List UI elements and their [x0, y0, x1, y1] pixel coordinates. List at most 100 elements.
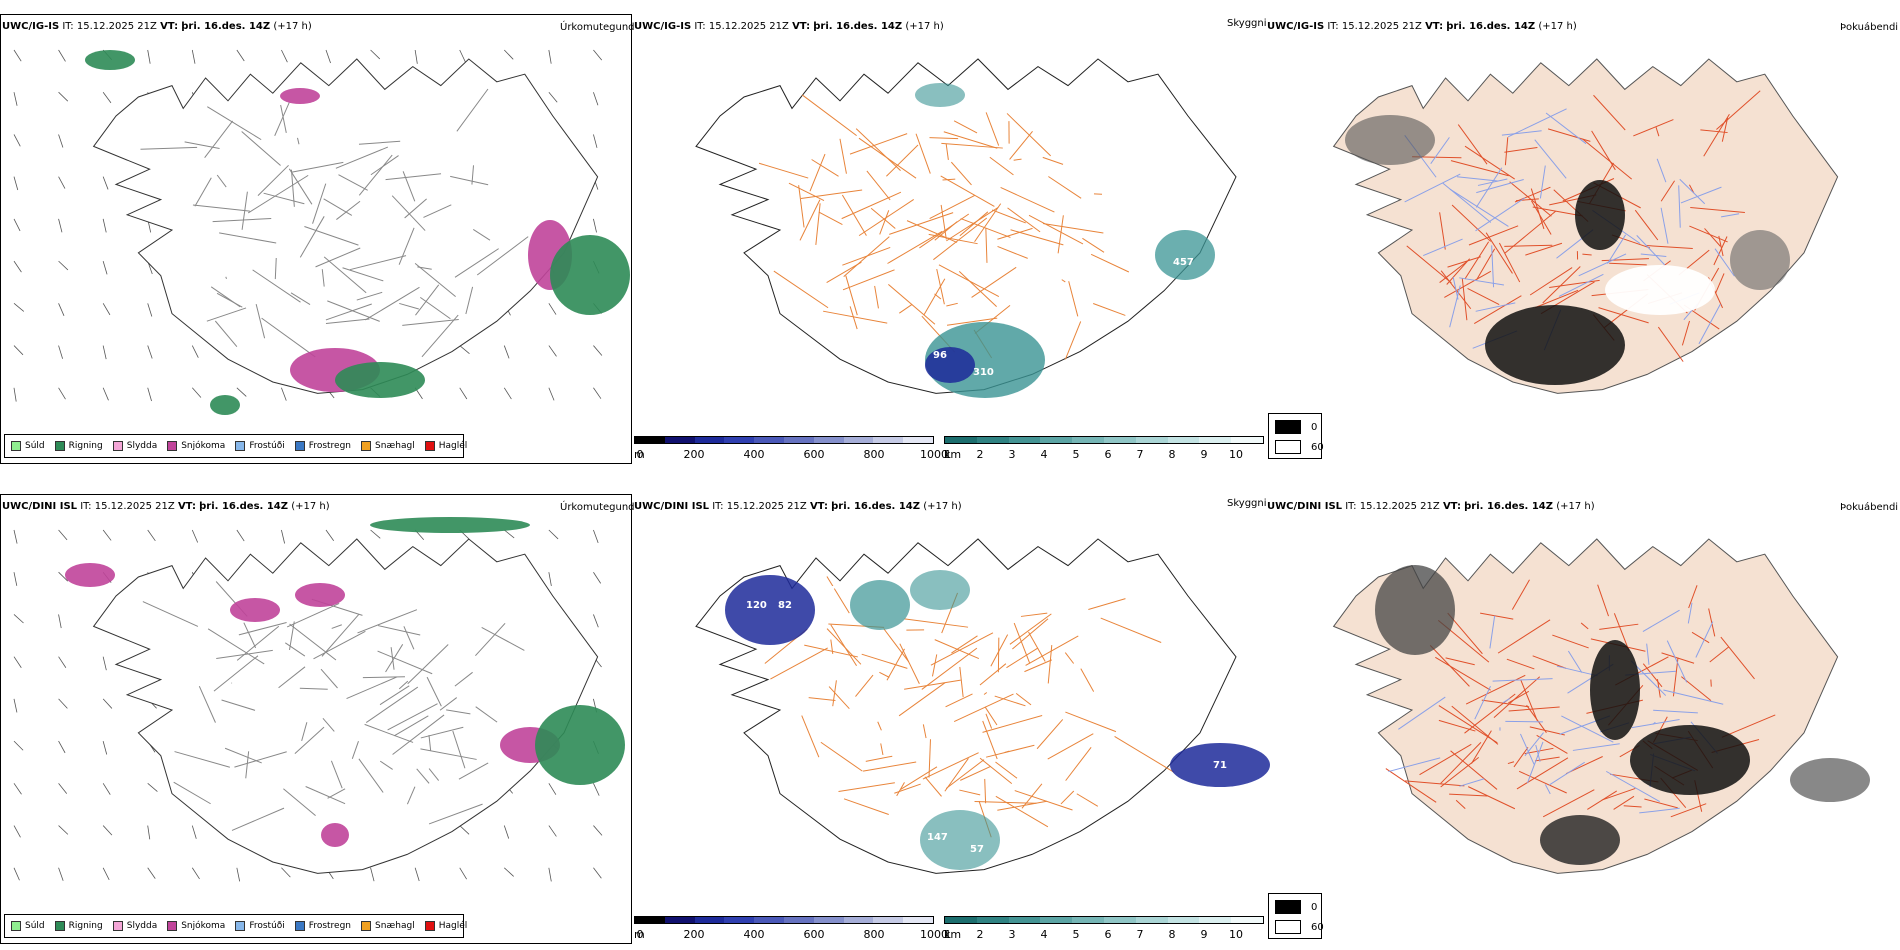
- road-line: [1474, 295, 1522, 325]
- road-line: [1688, 184, 1695, 194]
- road-line: [938, 264, 1000, 298]
- road-line: [979, 663, 1007, 686]
- road-line: [951, 635, 978, 654]
- fog-legend: 0 60: [1268, 893, 1324, 939]
- road-line: [1678, 249, 1710, 276]
- road-line: [934, 221, 958, 241]
- legend-label: Slydda: [126, 441, 158, 451]
- colorbar-tick: 6: [1104, 448, 1112, 461]
- road-line: [1656, 679, 1661, 698]
- road-line: [839, 138, 847, 174]
- road-line: [946, 206, 999, 242]
- road-line: [1060, 790, 1075, 805]
- road-line: [1691, 631, 1710, 644]
- fog-legend-row: 0: [1275, 420, 1317, 434]
- road-line: [1064, 652, 1075, 664]
- road-line: [1672, 657, 1679, 697]
- river-line: [1721, 213, 1740, 218]
- road-line: [1406, 245, 1452, 284]
- road-line: [1010, 229, 1064, 246]
- road-line: [845, 275, 858, 316]
- road-line: [1646, 274, 1688, 314]
- colorbar-tick: 7: [1136, 928, 1144, 941]
- river-line: [1567, 650, 1583, 673]
- road-line: [1507, 761, 1515, 765]
- road-line: [973, 329, 993, 359]
- fog-area: [1485, 305, 1625, 385]
- run-header-top-1: UWC/IG-IS IT: 15.12.2025 21Z VT: þri. 16…: [2, 21, 312, 32]
- river-line: [1475, 167, 1503, 208]
- road-line: [1647, 292, 1683, 305]
- river-line: [1404, 173, 1461, 203]
- precip-type-legend: Súld Rigning Slydda Snjókoma Frostúði Frostre…: [4, 434, 467, 458]
- coastline: [695, 58, 1237, 394]
- road-line: [1511, 579, 1530, 610]
- river-line: [1592, 209, 1641, 244]
- road-line: [770, 647, 828, 680]
- road-line: [826, 261, 862, 283]
- river-line: [1572, 743, 1620, 751]
- precip-title-top: Úrkomutegund: [560, 22, 635, 33]
- legend-swatch: [361, 921, 372, 931]
- road-line: [1689, 225, 1728, 243]
- legend-item: Haglél: [424, 921, 468, 931]
- road-line: [1385, 768, 1437, 803]
- road-line: [804, 644, 858, 658]
- road-line: [801, 715, 820, 758]
- river-line: [1631, 719, 1680, 729]
- value-label: 96: [933, 350, 947, 361]
- colorbar-tick: 400: [743, 928, 765, 941]
- road-line: [971, 266, 1017, 298]
- road-line: [1601, 258, 1649, 262]
- road-line: [930, 632, 994, 666]
- river-line: [1534, 139, 1567, 179]
- river-line: [1501, 130, 1542, 136]
- colorbar-strip: [634, 916, 934, 924]
- road-line: [841, 191, 902, 220]
- colorbar-unit: km: [944, 928, 962, 941]
- river-line: [1545, 112, 1587, 145]
- road-line: [1004, 750, 1010, 753]
- road-line: [1642, 740, 1653, 750]
- colorbar-tick: 10: [1229, 448, 1243, 461]
- river-line: [1630, 660, 1667, 696]
- river-line: [1527, 741, 1544, 784]
- colorbar-tick: 3: [1008, 928, 1016, 941]
- road-line: [940, 175, 995, 207]
- legend-swatch: [11, 921, 21, 931]
- ceiling-area: [1170, 743, 1270, 787]
- legend-label: Haglél: [438, 921, 468, 931]
- road-line: [1582, 138, 1633, 180]
- legend-item: Frostregn: [294, 921, 351, 931]
- ceiling-area: [725, 575, 815, 645]
- road-line: [946, 302, 958, 307]
- road-line: [1506, 658, 1535, 670]
- fog-area: [1630, 725, 1750, 795]
- road-line: [858, 198, 915, 237]
- colorbar-unit: m: [634, 928, 645, 941]
- road-line: [1588, 162, 1614, 205]
- road-line: [1531, 200, 1552, 235]
- legend-label: Frostregn: [308, 441, 352, 451]
- colorbar-unit: m: [634, 448, 645, 461]
- road-line: [899, 303, 913, 314]
- river-line: [1607, 234, 1627, 264]
- road-line: [922, 724, 927, 739]
- road-line: [830, 639, 834, 655]
- river-line: [1636, 235, 1666, 266]
- legend-item: Snæhagl: [361, 921, 415, 931]
- road-line: [1508, 690, 1530, 704]
- river-line: [1388, 757, 1441, 773]
- river-line: [1489, 615, 1496, 649]
- road-line: [1504, 137, 1509, 166]
- road-line: [879, 671, 890, 678]
- road-line: [1529, 267, 1573, 296]
- road-line: [1611, 234, 1651, 249]
- road-line: [1088, 598, 1126, 611]
- road-line: [1657, 326, 1684, 362]
- road-line: [1565, 756, 1603, 775]
- road-line: [997, 245, 1028, 259]
- road-line: [945, 143, 949, 161]
- road-line: [799, 199, 821, 241]
- road-line: [1716, 90, 1761, 130]
